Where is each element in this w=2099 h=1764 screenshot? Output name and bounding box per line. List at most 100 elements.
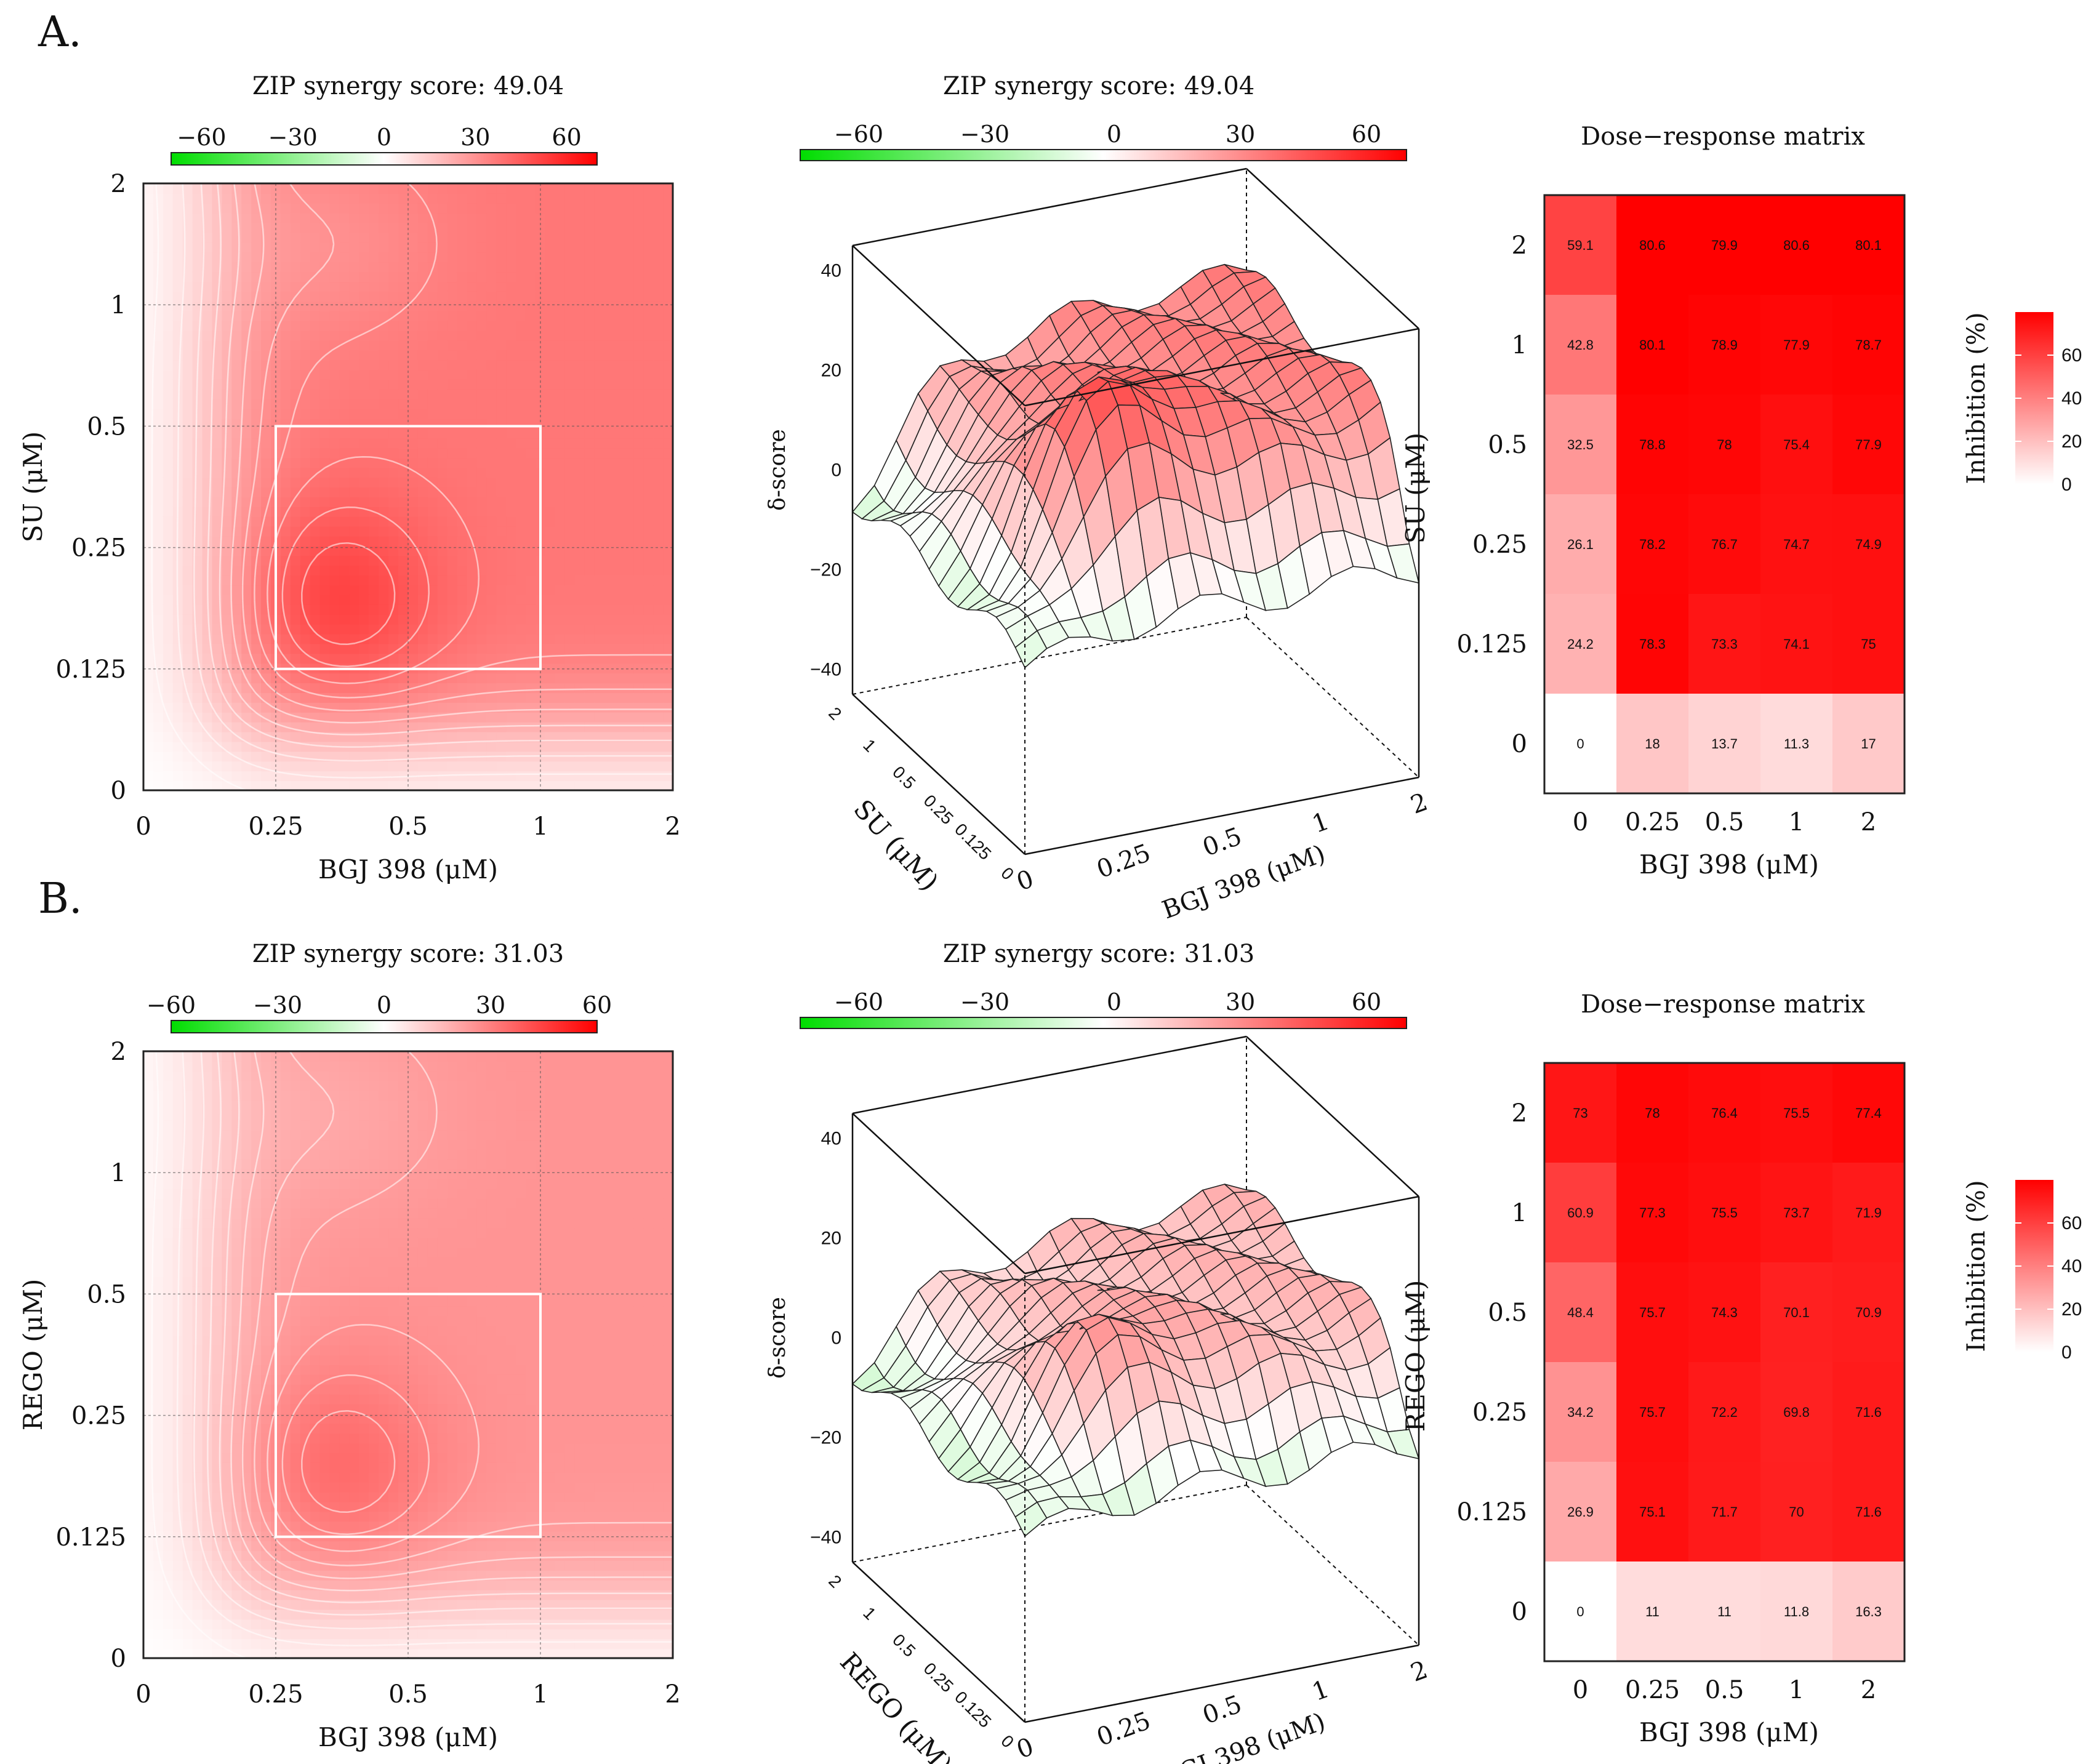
contour-cell bbox=[172, 1158, 183, 1169]
contour-cell bbox=[574, 526, 585, 537]
contour-cell bbox=[427, 320, 438, 331]
contour-cell bbox=[486, 633, 497, 644]
contour-cell bbox=[339, 731, 350, 742]
contour-cell bbox=[486, 212, 497, 223]
x-tick-label: 0.5 bbox=[1705, 808, 1744, 836]
contour-cell bbox=[202, 1208, 213, 1219]
contour-cell bbox=[574, 761, 585, 772]
contour-cell bbox=[594, 222, 605, 233]
contour-cell bbox=[614, 653, 625, 664]
contour-cell bbox=[516, 496, 527, 507]
contour-cell bbox=[476, 310, 488, 321]
contour-cell bbox=[447, 320, 458, 331]
contour-cell bbox=[163, 526, 174, 537]
contour-cell bbox=[251, 242, 262, 253]
contour-cell bbox=[143, 1648, 154, 1659]
contour-cell bbox=[496, 310, 507, 321]
contour-cell bbox=[163, 1345, 174, 1355]
contour-cell bbox=[379, 408, 390, 419]
contour-cell bbox=[564, 447, 576, 459]
contour-cell bbox=[261, 771, 272, 782]
contour-cell bbox=[310, 614, 321, 625]
contour-cell bbox=[212, 702, 223, 713]
contour-cell bbox=[319, 477, 331, 487]
contour-cell bbox=[486, 183, 497, 194]
contour-cell bbox=[172, 741, 183, 752]
contour-cell bbox=[486, 281, 497, 292]
contour-cell bbox=[143, 300, 154, 311]
y-tick-label: 0 bbox=[1512, 730, 1527, 758]
contour-cell bbox=[408, 761, 419, 772]
contour-cell bbox=[300, 202, 311, 214]
contour-cell bbox=[604, 477, 615, 487]
contour-cell bbox=[447, 212, 458, 223]
contour-cell bbox=[163, 1550, 174, 1561]
contour-cell bbox=[564, 330, 576, 341]
contour-cell bbox=[163, 575, 174, 586]
contour-cell bbox=[457, 320, 468, 331]
contour-cell bbox=[339, 340, 350, 351]
contour-cell bbox=[564, 496, 576, 507]
contour-cell bbox=[476, 350, 488, 361]
contour-cell bbox=[329, 487, 340, 497]
contour-cell bbox=[251, 1256, 262, 1267]
contour-cell bbox=[437, 535, 448, 547]
contour-cell bbox=[574, 692, 585, 703]
contour-cell bbox=[574, 623, 585, 635]
contour-cell bbox=[222, 1129, 233, 1141]
contour-cell bbox=[329, 320, 340, 331]
contour-cell bbox=[526, 712, 537, 723]
contour-cell bbox=[467, 183, 478, 194]
contour-cell bbox=[536, 310, 546, 321]
contour-cell bbox=[261, 487, 272, 497]
contour-cell bbox=[202, 1227, 213, 1238]
contour-cell bbox=[280, 741, 291, 752]
contour-cell bbox=[339, 369, 350, 380]
contour-cell bbox=[319, 438, 331, 449]
contour-cell bbox=[643, 222, 654, 233]
contour-cell bbox=[526, 477, 537, 487]
contour-cell bbox=[388, 555, 399, 566]
contour-cell bbox=[261, 1158, 272, 1169]
contour-cell bbox=[241, 1305, 252, 1317]
contour-cell bbox=[447, 447, 458, 459]
contour-cell bbox=[310, 683, 321, 693]
contour-cell bbox=[643, 712, 654, 723]
contour-cell bbox=[653, 487, 664, 497]
contour-cell bbox=[153, 585, 164, 595]
contour-cell bbox=[329, 428, 340, 439]
contour-cell bbox=[231, 1158, 243, 1169]
contour-cell bbox=[408, 673, 419, 684]
contour-cell bbox=[300, 692, 311, 703]
contour-cell bbox=[388, 771, 399, 782]
contour-cell bbox=[251, 526, 262, 537]
contour-cell bbox=[192, 565, 203, 576]
contour-cell bbox=[290, 1198, 301, 1209]
contour-cell bbox=[584, 535, 595, 547]
contour-cell bbox=[319, 447, 331, 459]
contour-cell bbox=[476, 252, 488, 263]
contour-cell bbox=[594, 300, 605, 311]
contour-cell bbox=[653, 398, 664, 409]
contour-cell bbox=[398, 212, 409, 223]
contour-cell bbox=[574, 741, 585, 752]
contour-cell bbox=[261, 1315, 272, 1326]
contour-colorbar bbox=[171, 1020, 598, 1033]
contour-cell bbox=[574, 614, 585, 625]
contour-cell bbox=[633, 477, 644, 487]
contour-cell bbox=[526, 487, 537, 497]
contour-cell bbox=[319, 242, 331, 253]
contour-cell bbox=[319, 535, 331, 547]
contour-cell bbox=[379, 350, 390, 361]
contour-cell bbox=[643, 330, 654, 341]
contour-cell bbox=[222, 1090, 233, 1101]
contour-cell bbox=[564, 183, 576, 194]
contour-cell bbox=[182, 1296, 193, 1307]
contour-cell bbox=[447, 252, 458, 263]
contour-line bbox=[219, 183, 673, 736]
contour-cell bbox=[163, 516, 174, 527]
contour-cell bbox=[310, 320, 321, 331]
contour-cell bbox=[653, 457, 664, 468]
contour-cell bbox=[310, 741, 321, 752]
contour-cell bbox=[594, 487, 605, 497]
